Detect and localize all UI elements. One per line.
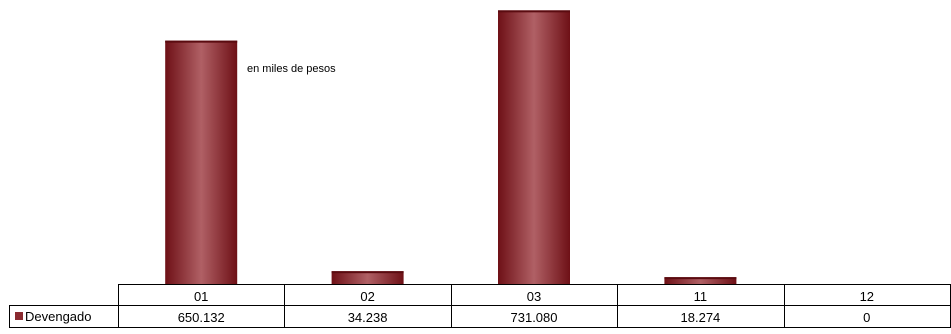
bar-top-edge-01 (165, 40, 238, 43)
value-label-02: 34.238 (348, 310, 388, 325)
bar-top-edge-03 (498, 10, 570, 13)
value-label-01: 650.132 (178, 310, 225, 325)
legend-label: Devengado (25, 309, 92, 324)
category-label-11: 11 (694, 289, 708, 304)
value-label-03: 731.080 (511, 310, 558, 325)
category-label-03: 03 (527, 289, 541, 304)
bar-top-edge-11 (664, 277, 737, 280)
bar-11 (664, 277, 737, 284)
bar-01 (165, 40, 238, 285)
legend-swatch (15, 312, 23, 320)
value-label-12: 0 (863, 310, 870, 325)
bar-02 (331, 271, 404, 284)
bar-top-edge-02 (331, 271, 404, 274)
bar-03 (498, 10, 570, 285)
category-label-01: 01 (194, 289, 208, 304)
units-annotation: en miles de pesos (247, 63, 336, 75)
value-label-11: 18.274 (681, 310, 721, 325)
category-label-12: 12 (860, 289, 874, 304)
category-label-02: 02 (360, 289, 374, 304)
